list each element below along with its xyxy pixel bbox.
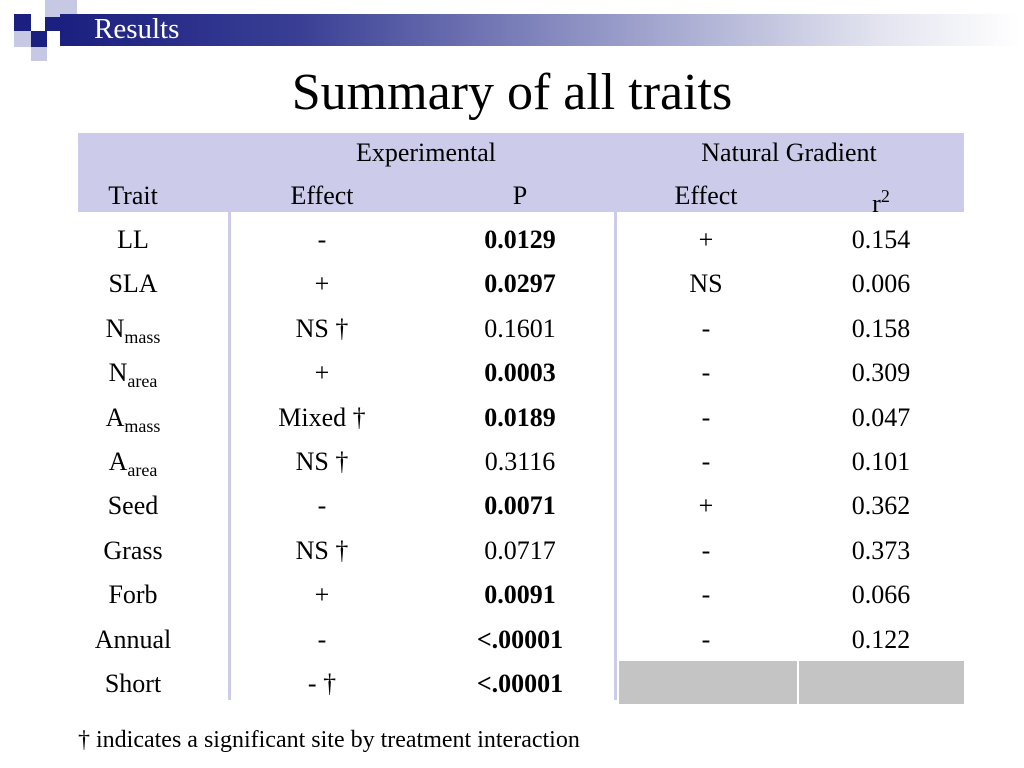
r2-superscript: 2 — [880, 186, 890, 206]
table-header-band — [78, 133, 964, 212]
trait-name: SLA — [108, 269, 158, 298]
slide-title: Summary of all traits — [291, 64, 733, 121]
effect-cell: NS † — [295, 447, 349, 476]
r2-cell: 0.309 — [851, 358, 911, 387]
trait-cell: Amass — [78, 403, 188, 441]
p-value-cell: 0.0071 — [484, 491, 556, 520]
p-value-cell: 0.0717 — [484, 536, 556, 565]
trait-name: LL — [117, 225, 149, 254]
effect-cell: + — [314, 269, 330, 298]
trait-name: Grass — [103, 536, 163, 565]
trait-name: A — [108, 447, 128, 476]
trait-cell: Narea — [78, 358, 188, 396]
trait-cell: Forb — [78, 580, 188, 610]
group-header-experimental: Experimental — [355, 138, 497, 167]
trait-subscript: area — [127, 371, 158, 391]
r2-cell: 0.154 — [851, 225, 911, 254]
r2-base: r — [872, 189, 881, 218]
trait-name: Short — [104, 669, 162, 698]
natural-effect-cell: - — [701, 625, 711, 654]
header-square-light — [45, 0, 62, 17]
natural-effect-cell: - — [701, 447, 711, 476]
footnote: † indicates a significant site by treatm… — [78, 727, 580, 753]
p-value-cell: 0.0297 — [484, 269, 556, 298]
table-divider — [614, 212, 617, 700]
table-divider — [228, 212, 231, 700]
natural-effect-cell: - — [701, 536, 711, 565]
r2-cell: 0.362 — [851, 491, 911, 520]
p-value-cell: 0.0189 — [484, 403, 556, 432]
r2-cell: 0.101 — [851, 447, 911, 476]
effect-cell: - — [317, 225, 327, 254]
trait-cell: Seed — [78, 491, 188, 521]
column-header-natural-effect: Effect — [674, 181, 738, 210]
header-gradient-bar — [60, 14, 1020, 46]
empty-cell — [619, 661, 797, 704]
p-value-cell: 0.1601 — [484, 314, 556, 343]
header-square-light — [62, 0, 77, 14]
trait-subscript: mass — [124, 416, 161, 436]
p-value-cell: <.00001 — [476, 669, 564, 698]
effect-cell: Mixed † — [278, 403, 366, 432]
trait-name: Forb — [108, 580, 158, 609]
effect-cell: - — [317, 625, 327, 654]
trait-cell: Short — [78, 669, 188, 699]
r2-cell: 0.158 — [851, 314, 911, 343]
p-value-cell: 0.0091 — [484, 580, 556, 609]
effect-cell: + — [314, 580, 330, 609]
column-header-p: P — [512, 181, 528, 210]
natural-effect-cell: + — [698, 225, 714, 254]
p-value-cell: 0.0129 — [484, 225, 556, 254]
trait-cell: Annual — [78, 625, 188, 655]
natural-effect-cell: NS — [689, 269, 723, 298]
effect-cell: NS † — [295, 314, 349, 343]
header-square-light — [31, 47, 47, 61]
p-value-cell: <.00001 — [476, 625, 564, 654]
r2-cell: 0.006 — [851, 269, 911, 298]
natural-effect-cell: - — [701, 358, 711, 387]
natural-effect-cell: - — [701, 314, 711, 343]
trait-cell: Aarea — [78, 447, 188, 485]
r2-cell: 0.047 — [851, 403, 911, 432]
p-value-cell: 0.3116 — [484, 447, 556, 476]
natural-effect-cell: - — [701, 403, 711, 432]
trait-subscript: mass — [124, 327, 161, 347]
trait-subscript: area — [127, 460, 158, 480]
column-header-trait: Trait — [108, 181, 158, 210]
trait-name: A — [105, 403, 125, 432]
column-header-effect: Effect — [290, 181, 354, 210]
header-square-dark — [31, 31, 47, 47]
r2-cell: 0.373 — [851, 536, 911, 565]
trait-cell: Nmass — [78, 314, 188, 352]
column-header-r2: r2 — [798, 181, 964, 219]
trait-name: Seed — [107, 491, 159, 520]
header-square-light — [14, 31, 31, 47]
trait-cell: SLA — [78, 269, 188, 299]
traits-table: Experimental Natural Gradient Trait Effe… — [78, 133, 964, 704]
r2-cell: 0.122 — [851, 625, 911, 654]
trait-cell: LL — [78, 225, 188, 255]
effect-cell: + — [314, 358, 330, 387]
p-value-cell: 0.0003 — [484, 358, 556, 387]
trait-cell: Grass — [78, 536, 188, 566]
trait-name: N — [108, 358, 128, 387]
effect-cell: - — [317, 491, 327, 520]
trait-name: N — [105, 314, 125, 343]
trait-name: Annual — [94, 625, 172, 654]
group-header-natural-gradient: Natural Gradient — [701, 138, 877, 167]
natural-effect-cell: + — [698, 491, 714, 520]
effect-cell: NS † — [295, 536, 349, 565]
natural-effect-cell: - — [701, 580, 711, 609]
header-square-dark — [14, 14, 31, 31]
empty-cell — [799, 661, 964, 704]
header-square-dark — [45, 17, 60, 31]
section-label: Results — [94, 13, 180, 45]
effect-cell: - † — [307, 669, 337, 698]
r2-cell: 0.066 — [851, 580, 911, 609]
